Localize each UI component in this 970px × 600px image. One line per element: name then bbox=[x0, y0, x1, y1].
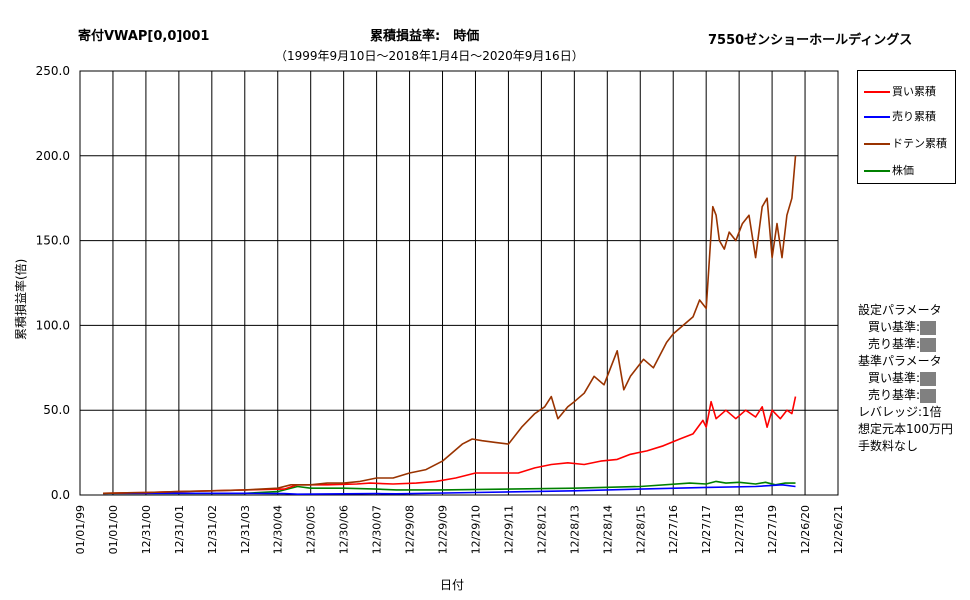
right-title: 7550ゼンショーホールディングス bbox=[708, 33, 913, 48]
x-tick-label: 12/26/20 bbox=[799, 505, 812, 554]
legend-swatch-doten bbox=[864, 143, 890, 145]
x-tick-label: 12/30/07 bbox=[371, 505, 384, 554]
setting-sell-label: 売り基準: bbox=[868, 337, 921, 351]
x-tick-label: 01/01/99 bbox=[74, 505, 87, 554]
x-tick-label: 12/29/09 bbox=[437, 505, 450, 554]
legend-swatch-buy bbox=[864, 91, 890, 93]
x-tick-label: 01/01/00 bbox=[107, 505, 120, 554]
subtitle: （1999年9月10日～2018年1月4日～2020年9月16日） bbox=[275, 49, 584, 63]
x-tick-label: 12/30/04 bbox=[272, 505, 285, 554]
base-buy-row: 買い基準: bbox=[858, 370, 953, 387]
setting-sell-row: 売り基準: bbox=[858, 336, 953, 353]
x-tick-label: 12/31/00 bbox=[140, 505, 153, 554]
x-tick-label: 12/28/12 bbox=[535, 505, 548, 554]
setting-sell-value-box bbox=[920, 337, 937, 352]
series-line-1 bbox=[103, 483, 796, 496]
x-tick-label: 12/29/10 bbox=[469, 505, 482, 554]
x-tick-label: 12/30/05 bbox=[305, 505, 318, 554]
base-params-title: 基準パラメータ bbox=[858, 354, 942, 368]
x-axis-label: 日付 bbox=[440, 578, 465, 592]
legend-label-sell: 売り累積 bbox=[892, 110, 936, 123]
setting-params-title: 設定パラメータ bbox=[858, 303, 942, 317]
legend-item-price: 株価 bbox=[864, 162, 914, 177]
y-tick-label: 0.0 bbox=[51, 488, 70, 502]
center-title: 累積損益率: 時価 bbox=[370, 29, 480, 44]
x-tick-label: 12/26/21 bbox=[832, 505, 845, 554]
legend-label-buy: 買い累積 bbox=[892, 85, 936, 98]
base-buy-value-box bbox=[920, 371, 937, 386]
x-tick-label: 12/29/08 bbox=[404, 505, 417, 554]
legend-item-buy: 買い累積 bbox=[864, 83, 936, 98]
x-tick-label: 12/28/13 bbox=[568, 505, 581, 554]
plot-area bbox=[79, 70, 839, 496]
legend-swatch-sell bbox=[864, 116, 890, 118]
y-tick-label: 50.0 bbox=[43, 403, 70, 417]
parameter-panel: 設定パラメータ 買い基準: 売り基準: 基準パラメータ 買い基準: 売り基準: … bbox=[858, 302, 953, 455]
y-tick-label: 250.0 bbox=[36, 64, 70, 78]
series-line-3 bbox=[103, 480, 796, 495]
legend-label-doten: ドテン累積 bbox=[892, 137, 947, 150]
base-sell-value-box bbox=[920, 388, 937, 403]
fee-text: 手数料なし bbox=[858, 439, 919, 453]
y-tick-label: 150.0 bbox=[36, 234, 70, 248]
x-tick-label: 12/28/14 bbox=[601, 505, 614, 554]
x-tick-label: 12/27/18 bbox=[733, 505, 746, 554]
y-tick-label: 100.0 bbox=[36, 318, 70, 332]
setting-buy-row: 買い基準: bbox=[858, 319, 953, 336]
base-buy-label: 買い基準: bbox=[868, 371, 921, 385]
y-tick-label: 200.0 bbox=[36, 149, 70, 163]
setting-buy-value-box bbox=[920, 320, 937, 335]
x-tick-label: 12/27/17 bbox=[700, 505, 713, 554]
x-tick-label: 12/31/01 bbox=[173, 505, 186, 554]
y-axis-label: 累積損益率(倍) bbox=[14, 258, 28, 340]
x-tick-label: 12/28/15 bbox=[634, 505, 647, 554]
x-tick-label: 12/27/16 bbox=[667, 505, 680, 554]
x-tick-label: 12/29/11 bbox=[502, 505, 515, 554]
legend-item-doten: ドテン累積 bbox=[864, 135, 947, 150]
series-line-2 bbox=[103, 155, 797, 495]
base-sell-row: 売り基準: bbox=[858, 387, 953, 404]
base-sell-label: 売り基準: bbox=[868, 388, 921, 402]
left-title: 寄付VWAP[0,0]001 bbox=[78, 29, 210, 44]
leverage-text: レバレッジ:1倍 bbox=[858, 405, 942, 419]
legend-label-price: 株価 bbox=[892, 164, 914, 177]
x-tick-label: 12/31/02 bbox=[206, 505, 219, 554]
x-tick-label: 12/27/19 bbox=[766, 505, 779, 554]
capital-text: 想定元本100万円 bbox=[858, 422, 953, 436]
series-line-0 bbox=[103, 396, 797, 495]
legend: 買い累積 売り累積 ドテン累積 株価 bbox=[857, 70, 956, 184]
setting-buy-label: 買い基準: bbox=[868, 320, 921, 334]
legend-swatch-price bbox=[864, 170, 890, 172]
legend-item-sell: 売り累積 bbox=[864, 108, 936, 123]
x-tick-label: 12/31/03 bbox=[239, 505, 252, 554]
x-tick-label: 12/30/06 bbox=[338, 505, 351, 554]
